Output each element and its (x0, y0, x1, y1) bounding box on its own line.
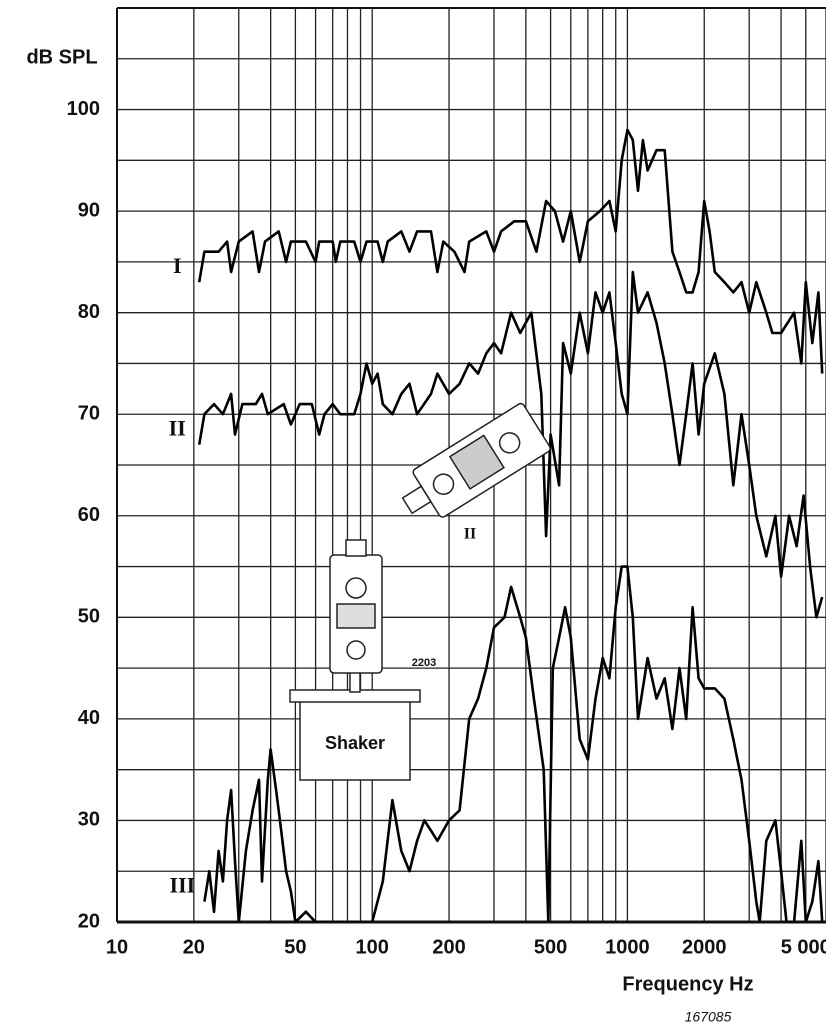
y-tick-label: 70 (78, 403, 100, 425)
meter-knob (345, 577, 367, 599)
meter-mic (401, 485, 432, 515)
meter-mic (345, 539, 367, 557)
y-tick-label: 100 (67, 98, 100, 120)
series-label: II (169, 416, 186, 441)
x-tick-label: 200 (432, 936, 465, 958)
y-axis-label: dB SPL (26, 46, 97, 68)
shaker-stem (349, 671, 361, 693)
x-tick-label: 5 000 (781, 936, 826, 958)
annotation: Shaker (325, 733, 385, 753)
meter-knob (346, 640, 366, 660)
y-tick-label: 30 (78, 809, 100, 831)
y-tick-label: 50 (78, 606, 100, 628)
x-tick-label: 50 (284, 936, 306, 958)
meter-dial (448, 434, 505, 490)
x-tick-label: 2000 (682, 936, 727, 958)
meter-dial (336, 603, 376, 629)
plot-area (197, 128, 824, 922)
illustration (289, 402, 551, 781)
x-tick-label: 20 (183, 936, 205, 958)
x-tick-label: 10 (106, 936, 128, 958)
grid (116, 7, 826, 924)
y-tick-label: 80 (78, 301, 100, 323)
meter-knob (498, 432, 521, 454)
y-tick-label: 90 (78, 199, 100, 221)
x-tick-label: 500 (534, 936, 567, 958)
series-label: I (173, 253, 182, 278)
y-tick-label: 40 (78, 707, 100, 729)
x-tick-label: 1000 (605, 936, 650, 958)
y-tick-label: 60 (78, 504, 100, 526)
figure-number: 167085 (685, 1009, 732, 1025)
annotation: II (464, 526, 476, 543)
series-line (203, 565, 824, 922)
series-label: III (170, 873, 196, 898)
x-axis-label: Frequency Hz (622, 973, 753, 995)
y-tick-label: 20 (78, 910, 100, 932)
x-tick-label: 100 (356, 936, 389, 958)
series-line (197, 270, 824, 619)
meter-tilted (401, 402, 551, 518)
annotation: 2203 (412, 657, 436, 669)
meter-knob (432, 473, 455, 495)
series-line (197, 128, 824, 374)
shaker-box (299, 699, 411, 781)
